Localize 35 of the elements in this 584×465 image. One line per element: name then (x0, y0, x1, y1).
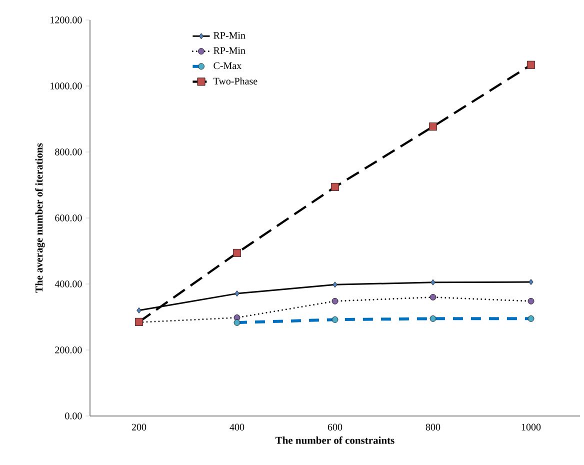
point (332, 316, 338, 323)
legend-label: Two-Phase (213, 77, 258, 85)
point (234, 314, 240, 321)
point (528, 279, 534, 286)
point (136, 307, 142, 314)
point (332, 298, 338, 304)
point (528, 315, 534, 322)
x-tick-label: 1000 (522, 424, 541, 431)
y-tick-label: 1200.00 (50, 16, 82, 24)
y-tick-label: 400.00 (54, 280, 82, 288)
legend-label: RP-Min (214, 47, 246, 54)
x-tick-label: 800 (426, 424, 440, 431)
y-tick-label: 0.00 (65, 412, 82, 420)
y-tick-label: 1000.00 (50, 82, 82, 90)
x-tick-label: 600 (328, 424, 342, 431)
point (528, 298, 534, 304)
point (430, 294, 436, 300)
y-axis-title: The average number of iterations (35, 143, 45, 293)
x-tick-label: 400 (230, 424, 244, 431)
legend-label: RP-Min (214, 32, 246, 39)
y-tick-label: 600.00 (55, 214, 82, 222)
point (234, 319, 240, 326)
x-axis-title: The number of constraints (276, 436, 394, 444)
point (526, 60, 535, 69)
point (430, 315, 436, 322)
y-tick-label: 800.00 (55, 148, 82, 156)
point (331, 182, 340, 191)
y-tick-label: 200.00 (55, 346, 82, 354)
point (234, 290, 240, 297)
point (233, 248, 241, 257)
legend-label: C-Max (214, 62, 242, 70)
point (429, 122, 437, 131)
x-tick-label: 200 (132, 424, 146, 431)
point (332, 282, 338, 288)
point (430, 279, 436, 286)
